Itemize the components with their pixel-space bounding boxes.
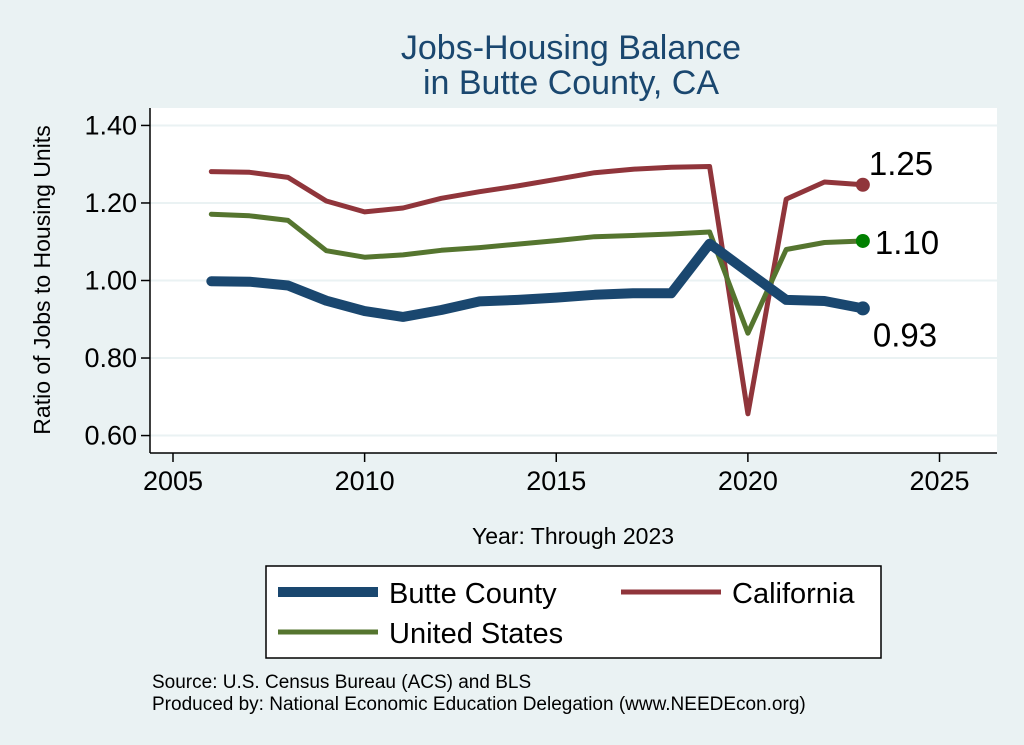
- end-label-california: 1.25: [869, 145, 933, 182]
- x-axis-title: Year: Through 2023: [472, 523, 674, 549]
- source-note-line-2: Produced by: National Economic Education…: [152, 694, 806, 715]
- x-tick-label: 2010: [335, 466, 395, 496]
- grid-lines: [150, 124, 997, 437]
- legend-label-butte-county: Butte County: [389, 578, 557, 610]
- legend-box: [265, 565, 882, 659]
- series-line-california: [208, 164, 866, 417]
- series-line-united-states: [208, 211, 866, 336]
- x-tick-label: 2005: [143, 466, 203, 496]
- y-tick-label: 1.20: [84, 188, 137, 218]
- x-ticks: 2005 2010 2015 2020 2025: [143, 453, 970, 496]
- source-note-line-1: Source: U.S. Census Bureau (ACS) and BLS: [152, 672, 531, 693]
- legend: Butte County California United States: [265, 565, 882, 659]
- x-tick-label: 2025: [909, 466, 969, 496]
- y-tick-label: 1.40: [84, 110, 137, 140]
- y-axis-title: Ratio of Jobs to Housing Units: [29, 125, 55, 434]
- y-tick-label: 1.00: [84, 266, 137, 296]
- end-label-united-states: 1.10: [875, 224, 939, 261]
- series-lines: [206, 164, 868, 417]
- legend-label-california: California: [732, 578, 855, 610]
- end-marker-united-states: [855, 233, 870, 248]
- x-tick-label: 2020: [718, 466, 778, 496]
- end-markers: 0.93 1.25 1.10: [855, 145, 939, 353]
- y-tick-label: 0.60: [84, 421, 137, 451]
- y-ticks: 0.60 0.80 1.00 1.20 1.40: [84, 110, 150, 451]
- series-line-butte-county: [206, 238, 868, 322]
- chart-title-line-1: Jobs-Housing Balance: [401, 29, 741, 67]
- end-marker-butte-county: [855, 301, 870, 316]
- x-tick-label: 2015: [526, 466, 586, 496]
- chart-title-line-2: in Butte County, CA: [423, 64, 719, 102]
- y-tick-label: 0.80: [84, 343, 137, 373]
- legend-label-united-states: United States: [389, 618, 563, 650]
- end-label-butte-county: 0.93: [873, 316, 937, 353]
- end-marker-california: [855, 177, 870, 192]
